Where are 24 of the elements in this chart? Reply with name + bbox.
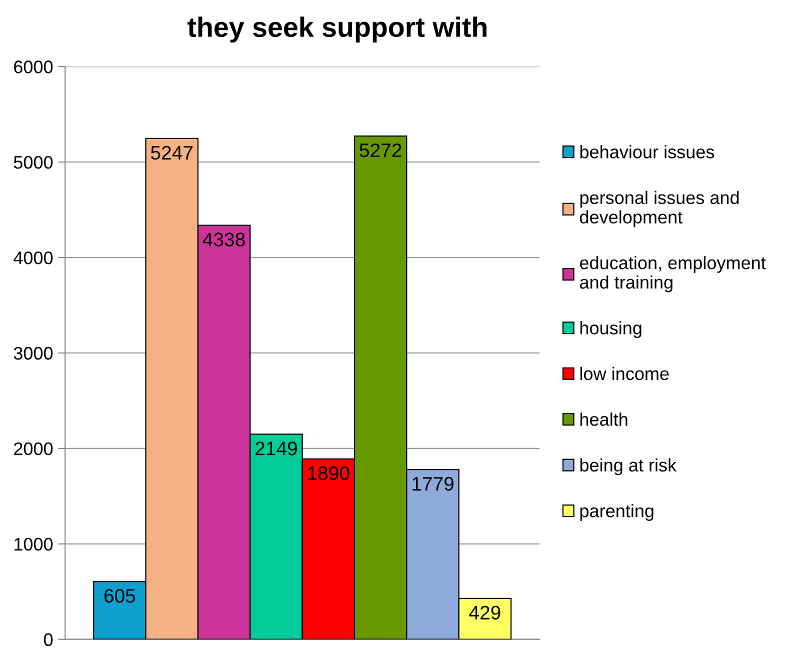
y-tick-label: 2000: [14, 442, 53, 456]
legend-label: being at risk: [580, 458, 677, 476]
legend-label: education, employment and training: [580, 256, 766, 292]
y-tick-label: 5000: [14, 156, 53, 169]
data-label: 5272: [360, 143, 402, 158]
legend-label: behaviour issues: [580, 145, 714, 158]
y-tick-label: 1000: [14, 538, 53, 551]
y-tick-label: 6000: [14, 60, 53, 74]
legend-label: health: [580, 412, 628, 426]
legend-label: parenting: [580, 504, 654, 521]
data-label: 4338: [202, 232, 245, 246]
y-tick-label: 3000: [14, 346, 53, 360]
data-label: 1779: [412, 476, 454, 491]
legend-label: low income: [580, 366, 669, 380]
data-label: 2149: [256, 442, 297, 456]
y-tick-label: 4000: [14, 251, 53, 264]
legend-label: housing: [580, 321, 642, 338]
legend-label: personal issues and development: [580, 190, 739, 228]
data-label: 605: [104, 588, 136, 603]
data-label: 5247: [151, 146, 193, 160]
chart-title: they seek support with: [188, 16, 486, 43]
data-label: 429: [469, 606, 500, 620]
data-label: 1890: [308, 466, 350, 480]
y-tick-label: 0: [44, 633, 53, 646]
